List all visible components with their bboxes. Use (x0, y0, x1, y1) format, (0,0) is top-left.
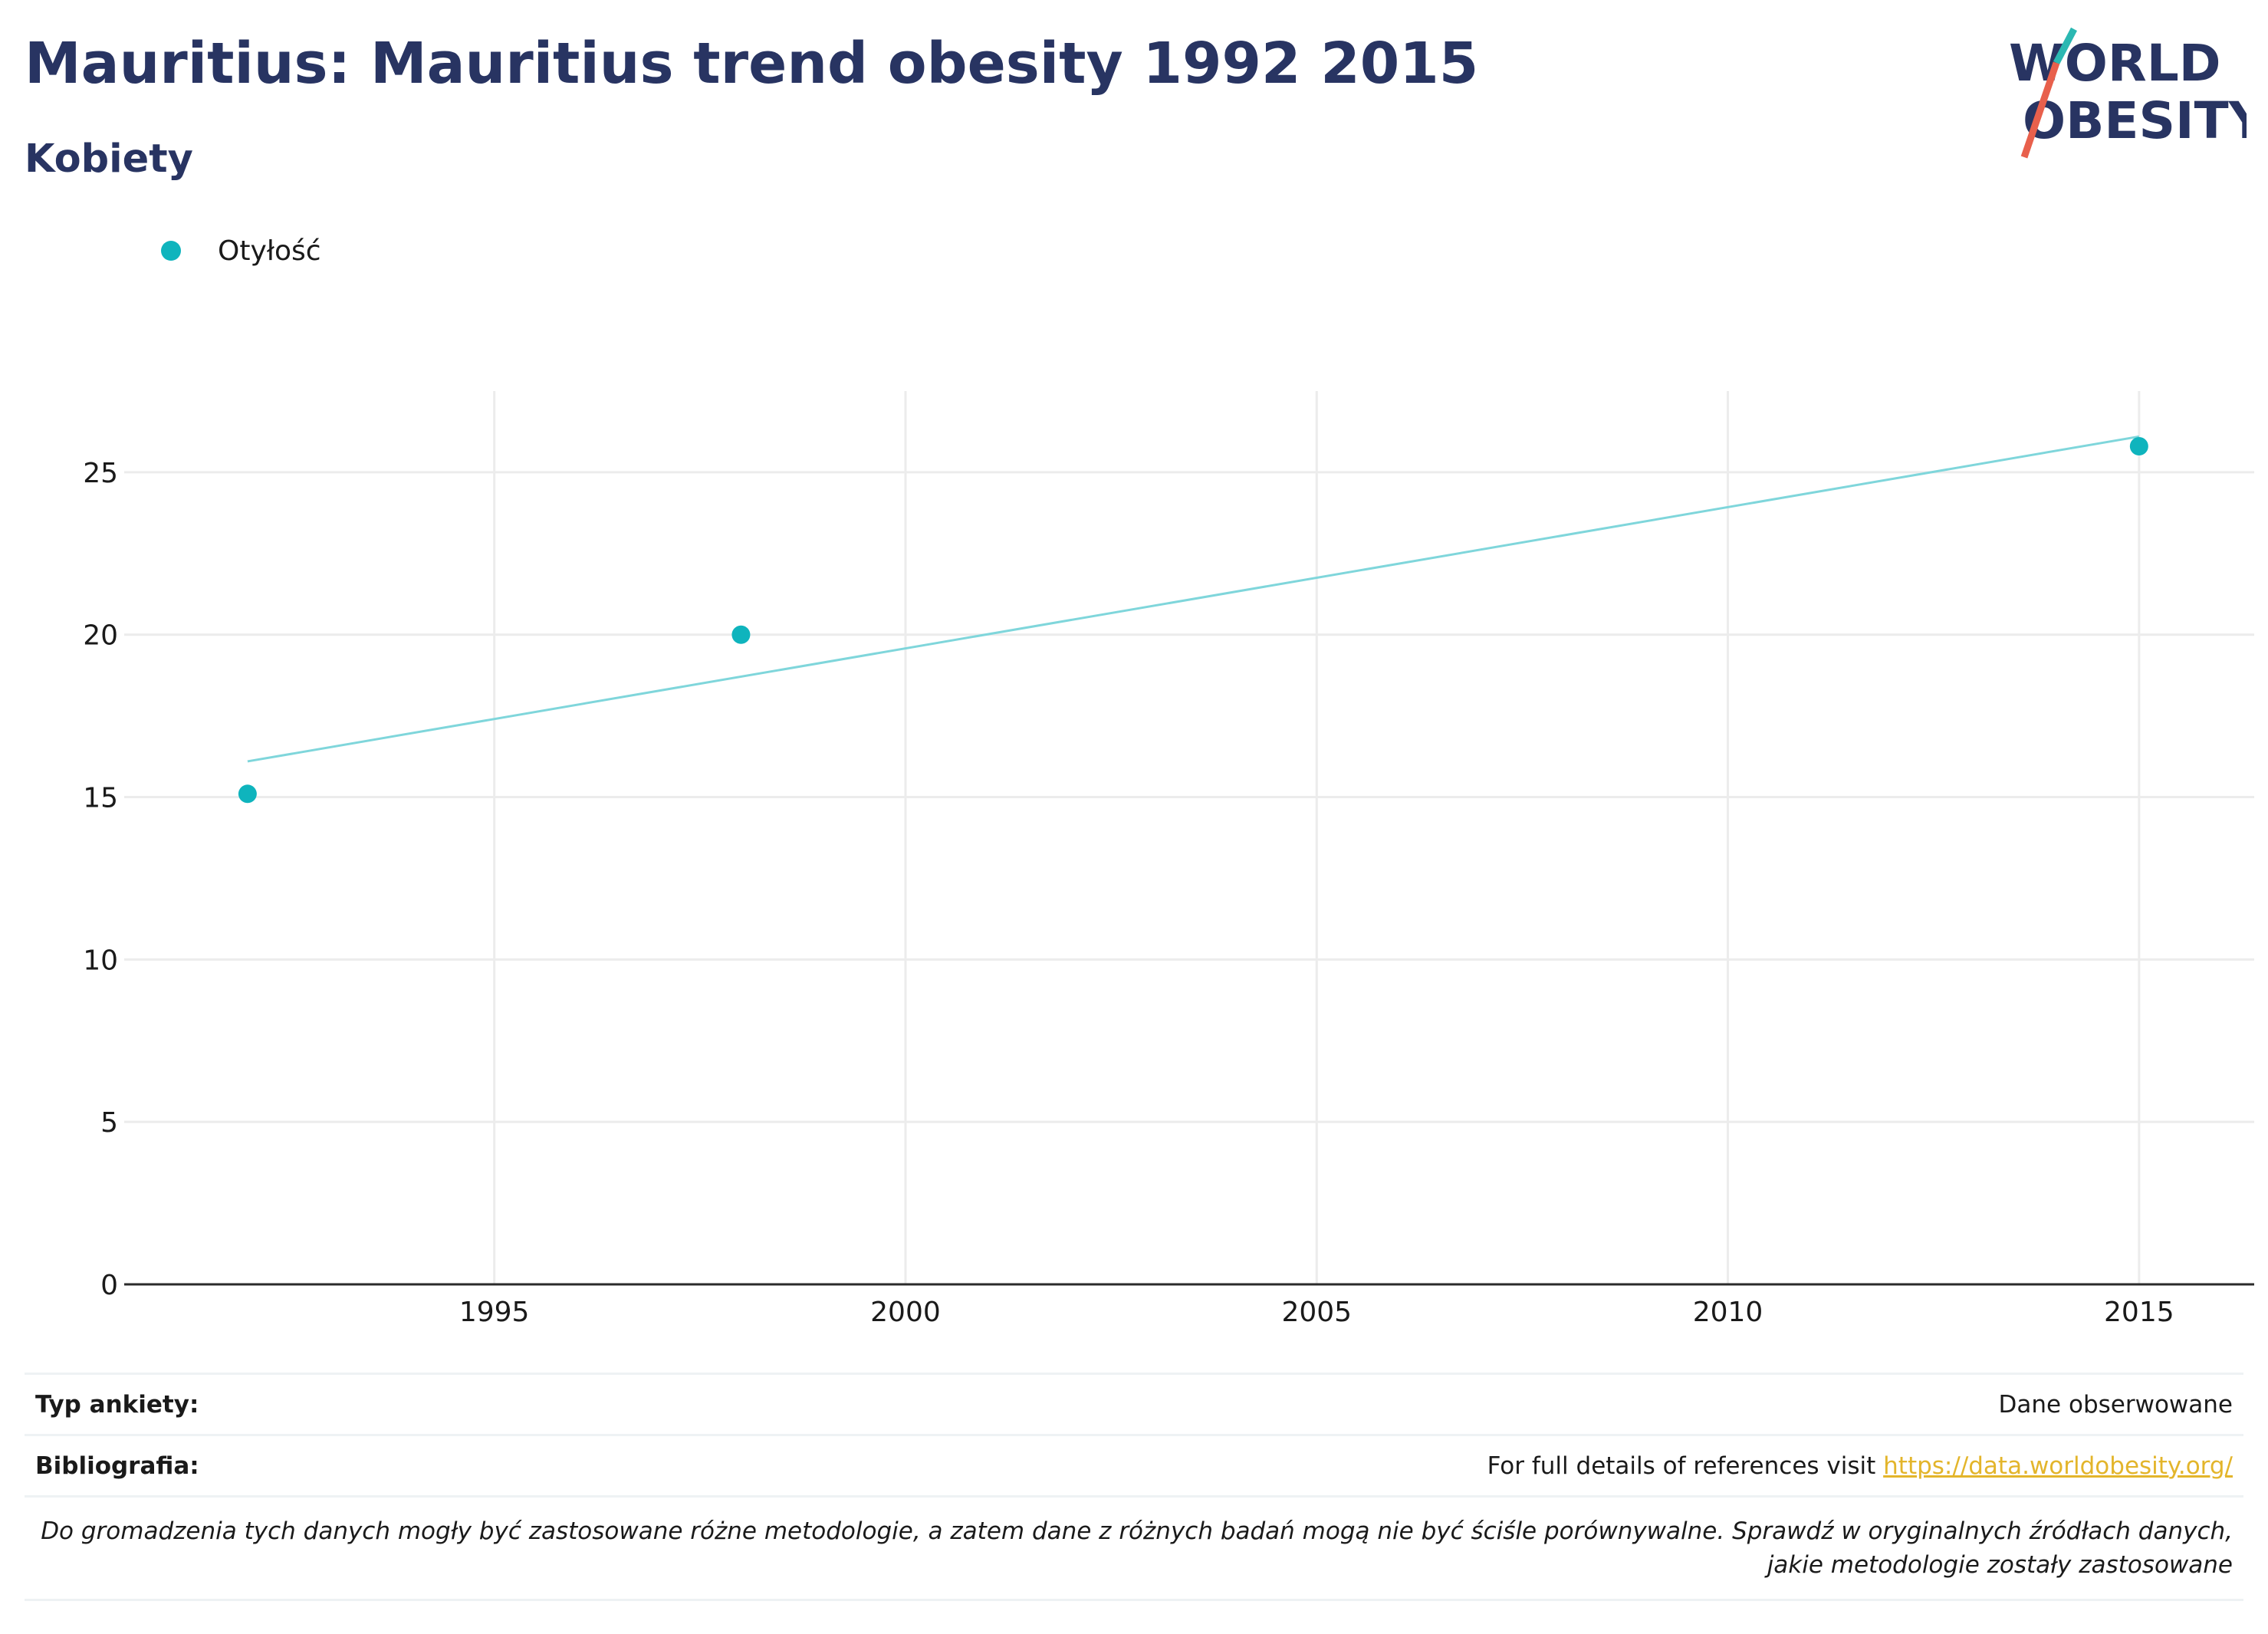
data-point (238, 784, 257, 804)
bibliography-label: Bibliografia: (35, 1452, 199, 1480)
x-tick-label: 2010 (1693, 1297, 1763, 1328)
chart-subtitle: Kobiety (25, 136, 193, 182)
trend-line (247, 435, 2140, 763)
y-tick-label: 5 (100, 1107, 118, 1139)
y-tick-label: 20 (83, 620, 118, 652)
world-obesity-logo: WORLD OBESITY (2009, 27, 2247, 159)
logo-line2: OBESITY (2023, 91, 2247, 150)
logo-line1: WORLD (2009, 34, 2221, 93)
chart-footer: Typ ankiety: Dane obserwowane Bibliograf… (25, 1373, 2243, 1601)
x-tick-label: 2015 (2104, 1297, 2174, 1328)
chart-plot: 1995 2000 2005 2010 2015 0 5 10 15 20 25 (83, 391, 2254, 1328)
methodology-note: Do gromadzenia tych danych mogły być zas… (25, 1495, 2243, 1601)
legend-label: Otyłość (218, 235, 321, 267)
data-point (731, 625, 751, 644)
bibliography-row: Bibliografia: For full details of refere… (25, 1434, 2243, 1495)
survey-type-value: Dane obserwowane (1998, 1390, 2233, 1419)
x-tick-label: 2000 (870, 1297, 941, 1328)
y-tick-label: 10 (83, 945, 118, 976)
survey-type-row: Typ ankiety: Dane obserwowane (25, 1373, 2243, 1434)
chart-legend: Otyłość (161, 232, 321, 270)
y-tick-label: 25 (83, 458, 118, 489)
x-tick-label: 1995 (459, 1297, 530, 1328)
y-tick-label: 0 (100, 1270, 118, 1301)
bibliography-value: For full details of references visit htt… (1487, 1452, 2233, 1480)
logo-slash-red (2020, 61, 2060, 159)
x-tick-label: 2005 (1281, 1297, 1352, 1328)
legend-marker (161, 241, 181, 261)
survey-type-label: Typ ankiety: (35, 1390, 199, 1419)
data-point (2129, 437, 2148, 456)
logo-slash-teal (2053, 27, 2077, 65)
bibliography-link[interactable]: https://data.worldobesity.org/ (1883, 1452, 2233, 1480)
chart-title: Mauritius: Mauritius trend obesity 1992 … (25, 31, 1479, 97)
bibliography-text: For full details of references visit (1487, 1452, 1884, 1480)
y-tick-label: 15 (83, 783, 118, 814)
